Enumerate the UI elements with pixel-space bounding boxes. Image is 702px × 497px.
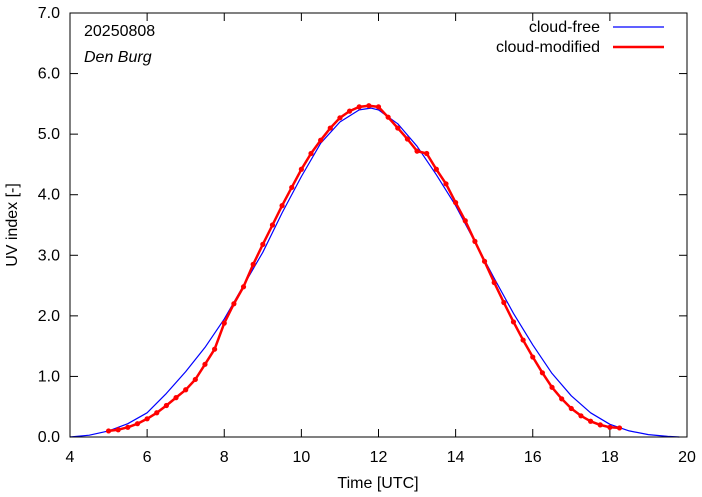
data-point <box>212 346 218 352</box>
data-point <box>279 203 285 209</box>
data-point <box>231 301 237 307</box>
data-point <box>472 238 478 244</box>
data-point <box>154 410 160 416</box>
data-point <box>173 395 179 401</box>
data-point <box>250 261 256 267</box>
data-point <box>163 402 170 409</box>
data-point <box>385 114 391 120</box>
data-point <box>308 150 314 157</box>
y-axis-label: UV index [-] <box>4 183 21 267</box>
data-point <box>433 166 439 172</box>
data-point <box>115 427 121 433</box>
data-point <box>346 108 353 114</box>
x-tick-label: 12 <box>370 449 388 466</box>
data-point <box>520 337 526 343</box>
data-point <box>356 104 362 110</box>
data-point <box>597 422 603 428</box>
data-point <box>578 413 584 419</box>
data-point <box>337 115 343 121</box>
x-axis-label: Time [UTC] <box>337 475 418 492</box>
data-point <box>414 148 420 154</box>
x-tick-label: 6 <box>143 449 152 466</box>
date-label: 20250808 <box>84 23 155 40</box>
x-tick-label: 10 <box>292 449 310 466</box>
location-label: Den Burg <box>84 49 152 66</box>
data-point <box>453 199 459 206</box>
x-tick-label: 4 <box>66 449 75 466</box>
data-point <box>105 428 112 434</box>
data-point <box>375 104 382 110</box>
data-point <box>443 181 449 187</box>
data-point <box>539 370 545 376</box>
data-point <box>559 396 565 402</box>
data-point <box>298 166 304 172</box>
data-point <box>134 421 141 427</box>
data-point <box>366 103 372 109</box>
data-point <box>318 137 324 143</box>
data-point <box>221 320 227 326</box>
plot-frame <box>69 12 688 438</box>
x-tick-label: 18 <box>601 449 619 466</box>
data-point <box>269 222 276 228</box>
data-point <box>404 136 411 142</box>
data-point <box>327 125 333 131</box>
data-point <box>491 279 497 286</box>
data-point <box>607 424 613 430</box>
y-tick-label: 2.0 <box>38 308 60 325</box>
y-tick-label: 1.0 <box>38 368 60 385</box>
data-point <box>125 424 131 430</box>
y-tick-label: 7.0 <box>38 5 60 22</box>
series-layer <box>69 103 680 438</box>
data-point <box>183 387 189 393</box>
data-point <box>616 425 623 431</box>
data-point <box>289 184 295 191</box>
data-point <box>144 416 150 422</box>
data-point <box>192 376 198 383</box>
ticks-layer <box>69 12 688 438</box>
data-point <box>568 405 574 412</box>
data-point <box>501 299 507 306</box>
data-point <box>530 354 536 360</box>
data-point <box>240 284 247 290</box>
y-tick-label: 6.0 <box>38 66 60 83</box>
data-point <box>395 125 401 131</box>
data-point <box>424 150 430 157</box>
data-point <box>481 258 488 264</box>
data-point <box>260 241 266 247</box>
tick-labels-layer: 4 6 8 10 12 14 16 18 20 0.0 1.0 2.0 3.0 4.0 5.0 6.0 7.0 <box>38 5 696 466</box>
legend-label-cloud-modified: cloud-modified <box>496 39 600 56</box>
series-line-cloud-modified <box>108 104 620 433</box>
series-line-cloud-free <box>69 107 680 438</box>
x-tick-label: 14 <box>447 449 465 466</box>
data-point <box>202 361 208 367</box>
legend: cloud-free cloud-modified <box>496 19 664 56</box>
y-tick-label: 5.0 <box>38 126 60 143</box>
y-tick-label: 0.0 <box>38 429 60 446</box>
x-tick-label: 8 <box>220 449 229 466</box>
y-tick-label: 4.0 <box>38 187 60 204</box>
data-point <box>510 319 517 325</box>
data-point <box>462 218 468 224</box>
x-tick-label: 20 <box>678 449 696 466</box>
data-point <box>587 418 594 424</box>
y-tick-label: 3.0 <box>38 247 60 264</box>
data-point <box>549 384 555 390</box>
legend-label-cloud-free: cloud-free <box>529 19 600 36</box>
x-tick-label: 16 <box>524 449 542 466</box>
